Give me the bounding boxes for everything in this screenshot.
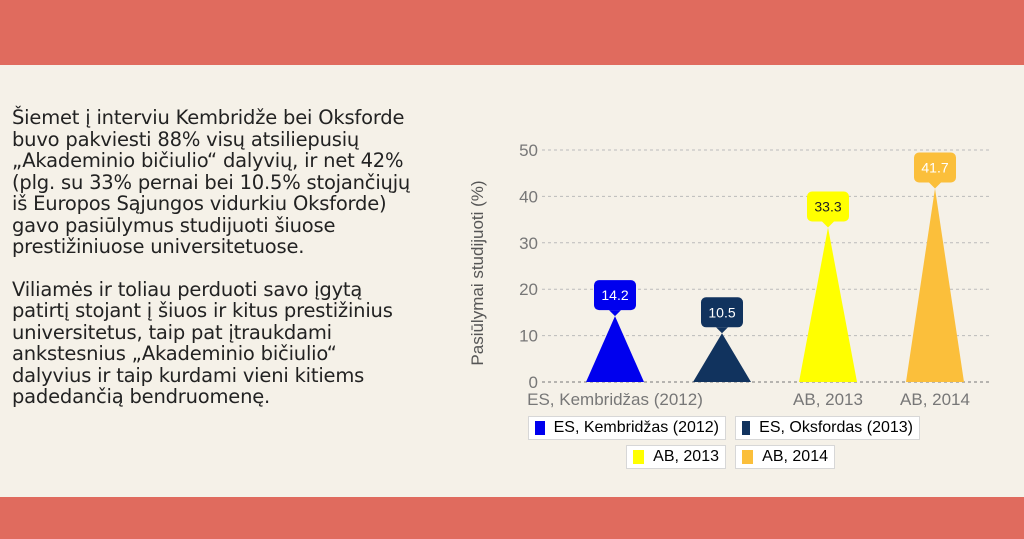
bottom-banner (0, 497, 1024, 539)
data-label-pointer (609, 310, 621, 317)
legend-swatch (535, 421, 545, 435)
y-tick-label: 20 (519, 280, 538, 299)
y-tick-label: 50 (519, 141, 538, 160)
legend-swatch (742, 421, 751, 435)
top-banner (0, 0, 1024, 65)
data-label: 33.3 (814, 198, 841, 214)
x-tick-label: ES, Kembridžas (2012) (527, 390, 703, 409)
legend-label: AB, 2014 (762, 448, 828, 465)
legend-item: ES, Oksfordas (2013) (735, 416, 920, 440)
legend-label: ES, Kembridžas (2012) (553, 419, 719, 436)
y-axis-title: Pasiūlymai studijuoti (%) (468, 180, 487, 365)
legend-swatch (633, 450, 645, 464)
y-tick-label: 0 (529, 373, 538, 392)
paragraph-2: Viliamės ir toliau perduoti savo įgytą p… (12, 277, 393, 408)
x-tick-label: AB, 2014 (900, 390, 970, 409)
data-label: 41.7 (921, 160, 948, 176)
offers-chart: 0 10 20 30 40 50 Pasiūlymai studijuoti (%) 14.2… (468, 141, 990, 409)
legend-item: AB, 2014 (735, 445, 835, 469)
y-tick-label: 40 (519, 187, 538, 206)
data-label-box (701, 297, 743, 328)
paragraph-1: Šiemet į interviu Kembridže bei Oksforde… (12, 106, 411, 258)
data-label: 14.2 (601, 287, 628, 303)
bar-triangle (693, 333, 751, 382)
data-label-box (807, 191, 849, 222)
legend-label: ES, Oksfordas (2013) (759, 419, 913, 436)
y-tick-label: 30 (519, 234, 538, 253)
legend-swatch (742, 450, 754, 464)
text-column: Šiemet į interviu Kembridže bei Oksforde… (12, 107, 412, 408)
legend-label: AB, 2013 (653, 448, 719, 465)
bar-triangle (586, 316, 644, 382)
x-tick-label: AB, 2013 (793, 390, 863, 409)
data-label-pointer (716, 327, 728, 334)
data-label: 10.5 (708, 304, 735, 320)
data-label-box (914, 152, 956, 183)
data-label-box (594, 280, 636, 311)
legend-item: AB, 2013 (626, 445, 726, 469)
bar-triangle (799, 227, 857, 382)
data-label-pointer (929, 182, 941, 189)
y-tick-label: 10 (519, 327, 538, 346)
bar-triangle (906, 188, 964, 382)
data-label-pointer (822, 221, 834, 228)
legend-item: ES, Kembridžas (2012) (528, 416, 726, 440)
